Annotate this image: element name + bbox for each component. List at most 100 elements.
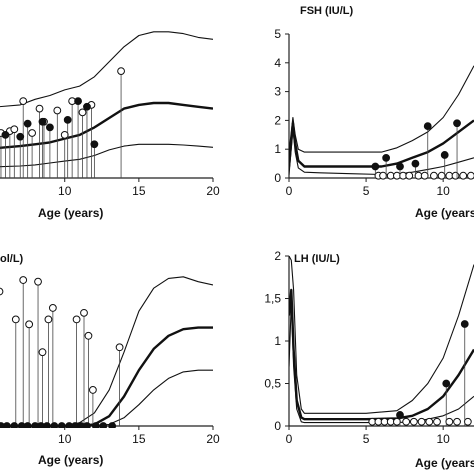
data-point-open: [11, 315, 20, 324]
data-point-open: [445, 417, 454, 426]
data-point-filled: [460, 320, 469, 328]
plot-area: [289, 255, 474, 426]
x-axis-label: Age (years): [38, 206, 103, 220]
y-tick-label: 2: [274, 113, 281, 127]
x-tick-label: 5: [363, 432, 370, 446]
data-point-filled: [396, 162, 404, 171]
data-point-filled: [16, 132, 25, 141]
data-point-filled: [74, 97, 82, 106]
data-point-open: [0, 287, 4, 296]
data-point-open: [28, 129, 37, 137]
y-tick-label: 1,5: [264, 292, 281, 306]
data-point-open: [34, 277, 42, 286]
x-tick-label: 5: [363, 184, 370, 198]
y-tick-label: 2: [274, 249, 281, 263]
y-tick-label: 1: [274, 334, 281, 348]
reference-line-median: [0, 101, 213, 150]
data-point-filled: [57, 422, 66, 428]
data-point-filled: [38, 117, 47, 126]
panel-top-left: 10 15 20 Age (years): [0, 31, 220, 220]
data-point-open: [425, 417, 434, 426]
data-point-open: [80, 308, 88, 317]
y-tick-label: 1: [274, 142, 281, 156]
panel-title: FSH (IU/L): [300, 5, 353, 17]
data-point-open: [10, 125, 19, 134]
data-point-filled: [45, 123, 54, 132]
data-point-filled: [50, 422, 59, 428]
data-point-filled: [83, 102, 91, 111]
x-axis-label: Age (years): [415, 206, 474, 220]
x-tick-label: 15: [132, 184, 146, 198]
x-tick-label: 10: [58, 184, 72, 198]
plot-area: [0, 31, 213, 178]
data-point-filled: [411, 159, 420, 168]
data-point-open: [35, 104, 44, 113]
data-point-filled: [423, 122, 432, 131]
x-axis-label: Age (years): [38, 453, 103, 467]
reference-line-upper: [289, 65, 474, 153]
data-point-filled: [23, 119, 32, 128]
data-point-open: [53, 106, 62, 115]
plot-area: [289, 65, 474, 180]
data-point-filled: [382, 153, 391, 162]
data-point-open: [463, 417, 472, 426]
data-point-open: [78, 108, 87, 117]
y-tick-label: 3: [274, 85, 281, 99]
data-point-open: [72, 315, 81, 324]
data-point-filled: [43, 422, 51, 428]
reference-line-median: [289, 119, 474, 168]
reference-line-upper: [289, 255, 474, 414]
x-tick-label: 20: [206, 184, 220, 198]
data-point-open: [115, 343, 124, 352]
data-point-filled: [396, 411, 404, 419]
data-point-open: [19, 97, 28, 106]
y-tick-label: 0,5: [264, 377, 281, 391]
data-point-open: [437, 171, 446, 180]
panel-title: ol/L): [0, 253, 24, 265]
panel-top-right: 0 5 10 0 1 2 3 4 5 FSH (IU/L) Age (years): [274, 5, 474, 220]
data-point-open: [38, 348, 47, 357]
data-point-filled: [90, 140, 99, 149]
data-point-open: [420, 171, 429, 180]
data-point-open: [409, 417, 418, 426]
data-point-filled: [2, 422, 11, 428]
y-tick-label: 5: [274, 27, 281, 41]
data-point-filled: [453, 119, 461, 128]
x-tick-label: 15: [132, 432, 146, 446]
data-point-open: [433, 417, 441, 426]
data-point-open: [48, 304, 57, 312]
y-tick-label: 4: [274, 56, 281, 70]
data-point-open: [467, 171, 474, 180]
data-point-open: [379, 171, 387, 180]
data-point-filled: [99, 422, 108, 428]
data-point-filled: [63, 115, 72, 124]
x-tick-label: 10: [58, 432, 72, 446]
y-tick-label: 0: [274, 419, 281, 433]
data-point-filled: [371, 162, 380, 171]
data-point-open: [453, 417, 461, 426]
x-axis-label: Age (years): [415, 456, 474, 470]
panel-title: LH (IU/L): [294, 253, 340, 265]
data-point-open: [25, 320, 34, 329]
data-point-open: [417, 417, 426, 426]
data-point-open: [88, 386, 97, 394]
data-point-open: [405, 171, 414, 180]
data-point-filled: [23, 422, 32, 428]
reference-line-median: [289, 288, 474, 421]
data-point-open: [44, 315, 53, 324]
data-point-filled: [10, 422, 19, 428]
reference-line-upper: [0, 31, 213, 108]
reference-line-upper: [0, 276, 213, 427]
reference-line-lower: [289, 302, 474, 424]
data-point-open: [459, 171, 468, 180]
reference-line-median: [0, 326, 213, 428]
data-point-open: [430, 171, 438, 180]
data-point-open: [84, 331, 93, 340]
x-tick-label: 10: [436, 184, 450, 198]
data-point-filled: [1, 130, 10, 139]
data-point-filled: [440, 151, 449, 159]
panel-bottom-left: 10 15 20 ol/L) Age (years): [0, 253, 220, 467]
x-tick-label: 10: [436, 432, 450, 446]
panel-bottom-right: 0 5 10 0 0,5 1 1,5 2 LH (IU/L) Age (years): [264, 249, 474, 470]
